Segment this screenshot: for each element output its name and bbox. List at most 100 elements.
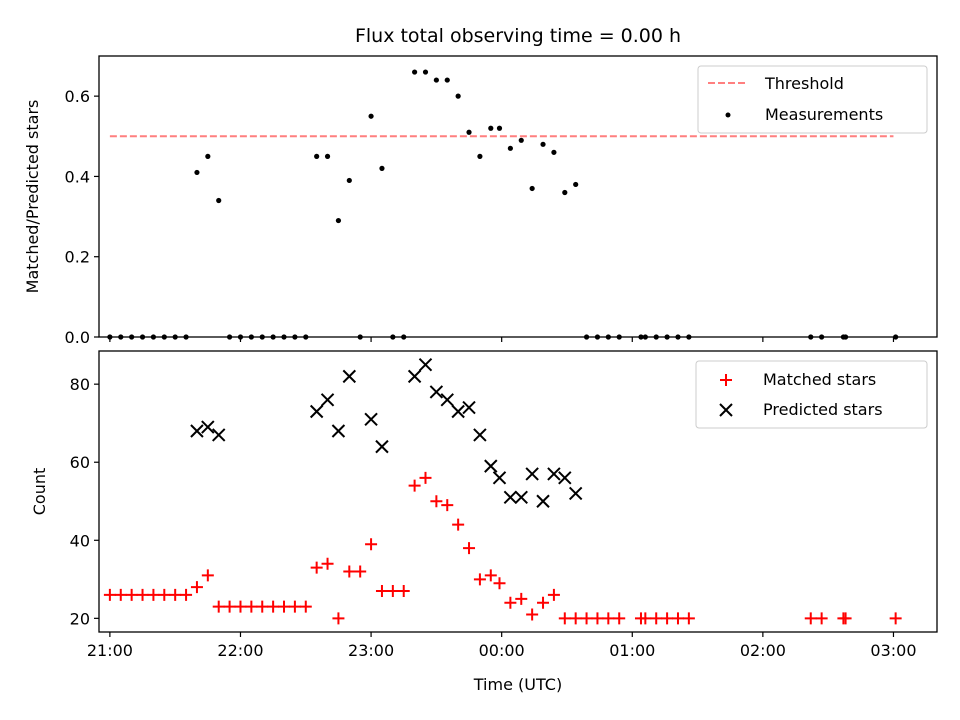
- matched-star-point: [671, 612, 684, 625]
- matched-star-point: [190, 581, 203, 594]
- measurement-point: [346, 177, 352, 184]
- matched-legend-label: Matched stars: [763, 370, 876, 389]
- matched-star-point: [278, 600, 291, 613]
- matched-star-point: [613, 612, 626, 625]
- matched-star-point: [245, 600, 258, 613]
- matched-star-point: [889, 612, 902, 625]
- matched-star-point: [169, 588, 182, 601]
- predicted-star-point: [484, 459, 498, 473]
- ratio-legend: Threshold Measurements: [697, 65, 928, 134]
- predicted-star-point: [536, 494, 550, 508]
- measurement-point: [466, 129, 472, 135]
- predicted-star-point: [407, 369, 422, 384]
- matched-star-point: [484, 569, 497, 582]
- predicted-star-point: [418, 357, 433, 372]
- predicted-star-point: [462, 400, 476, 415]
- measurement-point: [573, 181, 579, 188]
- y-tick-label: 0.6: [65, 87, 90, 106]
- predicted-star-point: [547, 467, 561, 481]
- chart-title: Flux total observing time = 0.00 h: [355, 25, 681, 47]
- matched-star-point: [558, 612, 571, 625]
- matched-star-point: [343, 565, 356, 578]
- predicted-star-point: [473, 428, 487, 442]
- matched-star-point: [158, 588, 171, 601]
- predicted-star-point: [514, 490, 528, 505]
- matched-star-point: [354, 565, 367, 578]
- matched-star-point: [136, 588, 149, 601]
- matched-star-point: [310, 561, 323, 574]
- measurement-point: [529, 185, 535, 192]
- measurement-point: [496, 125, 503, 131]
- predicted-star-point: [201, 420, 215, 434]
- ratio-panel: Flux total observing time = 0.00 h 0.0 0.…: [23, 25, 938, 347]
- matched-star-point: [591, 612, 604, 625]
- y-tick-label: 40: [70, 531, 90, 550]
- y-tick-label: 0.4: [65, 167, 90, 186]
- predicted-legend-label: Predicted stars: [763, 400, 883, 419]
- count-panel-ticks: 21:00 22:00 23:00 00:00 01:00 02:00 03:00 20 40 6…: [70, 375, 917, 660]
- matched-star-point: [526, 608, 539, 621]
- predicted-star-point: [568, 486, 583, 501]
- matched-star-point: [147, 588, 160, 601]
- x-tick-label: 03:00: [870, 641, 916, 660]
- count-panel-frame: [98, 350, 938, 633]
- predicted-star-point: [342, 369, 357, 384]
- matched-star-point: [580, 612, 593, 625]
- matched-star-point: [452, 518, 465, 531]
- measurement-point: [488, 125, 494, 131]
- matched-star-point: [441, 499, 454, 512]
- measurement-point: [518, 137, 524, 143]
- predicted-star-point: [429, 385, 444, 399]
- matched-star-point: [114, 588, 127, 601]
- predicted-star-point: [558, 471, 572, 485]
- matched-star-point: [201, 569, 214, 582]
- measurement-point: [455, 93, 461, 99]
- matched-star-point: [463, 542, 476, 555]
- matched-star-point: [839, 612, 852, 625]
- measurement-point: [379, 165, 385, 171]
- matched-star-point: [419, 471, 432, 484]
- measurement-point: [314, 153, 320, 159]
- matched-star-point: [375, 585, 388, 598]
- predicted-star-point: [503, 490, 518, 505]
- predicted-star-point: [320, 393, 335, 407]
- matched-star-point: [639, 612, 652, 625]
- predicted-star-point: [190, 424, 204, 438]
- predicted-star-point: [440, 393, 454, 407]
- y-tick-label: 80: [70, 375, 90, 394]
- matched-star-point: [103, 588, 116, 601]
- predicted-star-point: [375, 439, 389, 454]
- measurement-point: [540, 141, 546, 147]
- measurement-point: [422, 69, 429, 75]
- measurement-point: [507, 145, 513, 151]
- measurement-point: [562, 189, 568, 196]
- matched-star-point: [332, 612, 345, 625]
- y-tick-label: 0.0: [65, 328, 90, 347]
- predicted-legend-swatch: [719, 403, 733, 417]
- matched-star-point: [493, 577, 506, 590]
- measurement-point: [412, 69, 418, 75]
- matched-star-point: [223, 600, 236, 613]
- matched-star-point: [180, 588, 193, 601]
- predicted-star-point: [364, 412, 378, 427]
- measurement-point: [433, 77, 439, 83]
- y-tick-label: 60: [70, 453, 90, 472]
- predicted-star-point: [212, 428, 226, 442]
- measurement-point: [551, 149, 557, 155]
- count-panel: 21:00 22:00 23:00 00:00 01:00 02:00 03:00 20 40 6…: [30, 350, 938, 694]
- matched-star-point: [125, 588, 138, 601]
- matched-star-point: [815, 612, 828, 625]
- matched-star-point: [299, 600, 312, 613]
- predicted-star-point: [492, 471, 507, 485]
- count-legend-box: [695, 360, 928, 429]
- matched-star-point: [804, 612, 817, 625]
- x-tick-label: 01:00: [609, 641, 655, 660]
- predicted-star-point: [451, 404, 465, 419]
- measurement-point: [368, 113, 374, 119]
- matched-star-point: [397, 585, 410, 598]
- matched-star-point: [569, 612, 582, 625]
- matched-star-point: [682, 612, 695, 625]
- matched-star-point: [365, 538, 378, 551]
- x-tick-label: 22:00: [217, 641, 263, 660]
